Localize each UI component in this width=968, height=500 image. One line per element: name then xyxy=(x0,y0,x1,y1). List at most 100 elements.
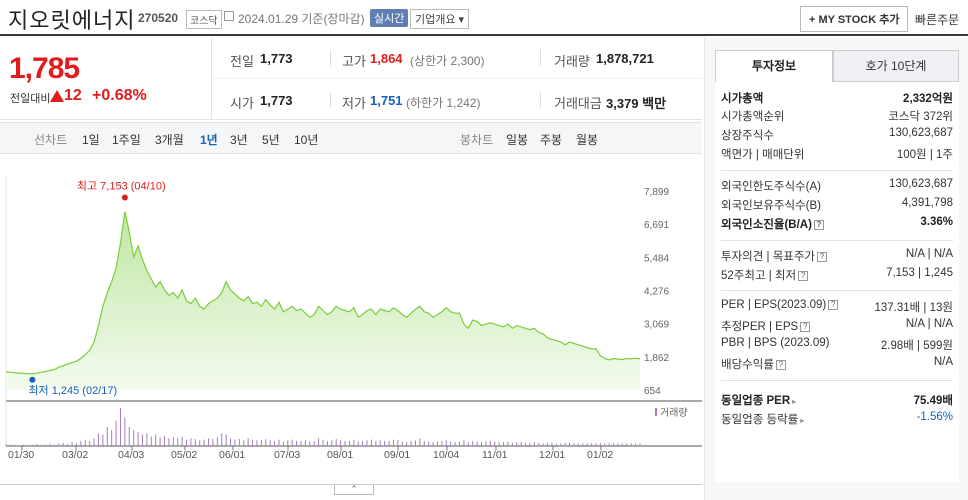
help-icon[interactable]: ? xyxy=(800,321,811,332)
high-value: 1,864 xyxy=(370,51,403,66)
chart-bottom-bar: ⌃ xyxy=(0,484,702,500)
volume-bar xyxy=(256,440,258,446)
price-change: 12 xyxy=(64,87,82,104)
x-tick-label: 03/02 xyxy=(62,449,88,461)
tab-daily[interactable]: 일봉 xyxy=(506,133,529,147)
realtime-button[interactable]: 실시간 xyxy=(370,9,409,27)
tab-range-5y[interactable]: 5년 xyxy=(262,133,280,147)
divider xyxy=(721,380,953,381)
x-tick-label: 01/30 xyxy=(8,449,34,461)
price-chart[interactable]: 7,899 6,691 5,484 4,276 3,069 1,862 654 최고 7,15… xyxy=(0,156,702,486)
low-label: 저가 xyxy=(342,96,366,111)
volume-bar xyxy=(436,441,438,446)
x-tick-label: 11/01 xyxy=(482,449,508,461)
info-key: 시가총액 xyxy=(721,93,764,105)
tab-range-10y[interactable]: 10년 xyxy=(294,133,319,147)
tab-range-3m[interactable]: 3개월 xyxy=(155,133,184,147)
volume-bar xyxy=(208,438,210,446)
y-tick-label: 5,484 xyxy=(644,253,669,264)
volume-bar xyxy=(40,444,42,446)
volume-bar xyxy=(212,439,214,446)
volume-bar xyxy=(441,440,443,446)
volume-bar xyxy=(216,437,218,446)
volume-bar xyxy=(481,442,482,446)
quick-order-link[interactable]: 빠른주문 xyxy=(915,13,960,27)
volume-bar xyxy=(414,440,416,446)
add-my-stock-button[interactable]: + MY STOCK 추가 xyxy=(800,6,909,32)
volume-bar xyxy=(586,443,588,446)
tab-range-3y[interactable]: 3년 xyxy=(230,133,248,147)
tab-monthly[interactable]: 월봉 xyxy=(576,133,599,147)
price-panel: 1,785 전일대비 12 +0.68% xyxy=(0,38,212,120)
volume-label: 거래량 xyxy=(554,54,590,69)
volume-bar xyxy=(9,444,11,446)
y-tick-label: 4,276 xyxy=(644,287,669,298)
volume-bar xyxy=(617,443,619,446)
info-value: N/A xyxy=(933,356,953,368)
tab-investment-info[interactable]: 투자정보 xyxy=(715,50,833,82)
volume-bar xyxy=(260,439,262,446)
volume-bar xyxy=(577,443,579,446)
volume-bar xyxy=(503,442,505,446)
caret-right-icon[interactable]: ▸ xyxy=(800,416,805,425)
stock-name: 지오릿에너지 xyxy=(8,8,136,33)
volume-bar xyxy=(406,442,408,446)
info-value: 7,153 | 1,245 xyxy=(886,267,953,279)
tab-orderbook-10[interactable]: 호가 10단계 xyxy=(833,50,959,82)
volume-bar xyxy=(498,442,500,446)
volume-bar xyxy=(164,435,165,446)
volume-bar xyxy=(370,439,372,446)
collapse-chart-button[interactable]: ⌃ xyxy=(334,485,374,495)
volume-bar xyxy=(291,439,293,446)
volume-bar xyxy=(331,440,333,446)
info-key: 동일업종 등락률 ▸ xyxy=(721,414,805,426)
open-label: 시가 xyxy=(230,96,254,111)
volume-bar xyxy=(613,443,615,446)
volume-bar xyxy=(53,444,55,446)
volume-bar xyxy=(423,440,425,446)
y-tick-label: 6,691 xyxy=(644,220,669,231)
prev-value: 1,773 xyxy=(260,51,293,66)
y-tick-label: 3,069 xyxy=(644,320,669,331)
volume-bar xyxy=(150,436,152,446)
divider xyxy=(540,50,541,66)
info-key: 외국인한도주식수(A) xyxy=(721,181,821,193)
info-row: 외국인한도주식수(A) 130,623,687 xyxy=(721,178,953,196)
volume-bar xyxy=(265,439,267,446)
tab-range-1w[interactable]: 1주일 xyxy=(112,133,141,147)
help-icon[interactable]: ? xyxy=(828,299,839,310)
volume-bar xyxy=(384,440,386,446)
info-value: 4,391,798 xyxy=(901,197,953,209)
volume-bar xyxy=(190,438,192,446)
stats-row-top xyxy=(212,38,702,79)
info-row: 동일업종 등락률 ▸ -1.56% xyxy=(721,411,953,429)
volume-bar xyxy=(14,444,16,446)
caret-right-icon[interactable]: ▸ xyxy=(792,397,797,406)
x-tick-label: 05/02 xyxy=(171,449,197,461)
info-row: 상장주식수 130,623,687 xyxy=(721,127,953,145)
info-key: 배당수익률? xyxy=(721,356,786,372)
help-icon[interactable]: ? xyxy=(817,251,828,262)
tab-weekly[interactable]: 주봉 xyxy=(540,133,563,147)
info-key: PER | EPS(2023.09)? xyxy=(721,299,839,311)
volume-bar xyxy=(564,442,566,446)
tab-range-1y[interactable]: 1년 xyxy=(200,133,218,147)
volume-bar xyxy=(595,443,597,446)
help-icon[interactable]: ? xyxy=(813,219,824,230)
company-overview-dropdown[interactable]: 기업개요 ▾ xyxy=(410,9,470,29)
volume-bar xyxy=(115,420,117,446)
help-icon[interactable]: ? xyxy=(775,359,786,370)
volume-bar xyxy=(458,441,460,446)
volume-bar xyxy=(573,443,575,446)
volume-bar xyxy=(472,440,474,446)
volume-bar xyxy=(203,439,205,446)
volume-bar xyxy=(353,439,355,446)
volume-bar xyxy=(630,443,632,446)
tab-range-1d[interactable]: 1일 xyxy=(82,133,100,147)
volume-bar xyxy=(551,442,553,446)
info-tabs: 투자정보 호가 10단계 xyxy=(715,50,959,82)
volume-bar xyxy=(128,427,130,446)
volume-bar xyxy=(234,439,236,446)
help-icon[interactable]: ? xyxy=(798,270,809,281)
max-marker xyxy=(121,194,128,201)
